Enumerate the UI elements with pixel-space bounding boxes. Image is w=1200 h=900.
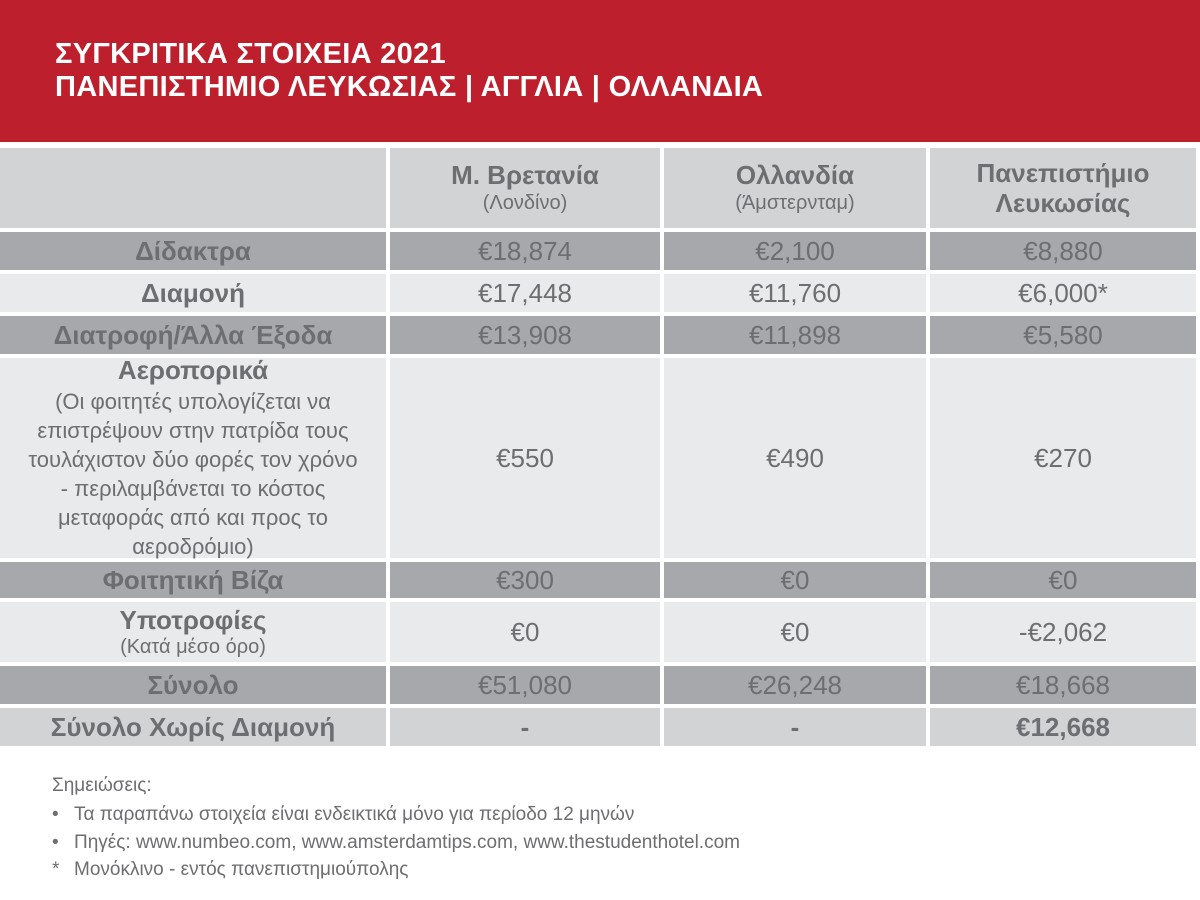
- cell-scholarships-uk: €0: [390, 602, 660, 662]
- footnote-text: Τα παραπάνω στοιχεία είναι ενδεικτικά μό…: [74, 804, 635, 825]
- header-empty-cell: [0, 148, 386, 228]
- cell-visa-unic: €0: [930, 562, 1196, 598]
- cell-food-uk: €13,908: [390, 316, 660, 354]
- cell-accommodation-unic: €6,000*: [930, 274, 1196, 312]
- bullet-icon: •: [52, 831, 59, 853]
- cell-total-wo-accom-nl: -: [664, 708, 926, 746]
- row-label-visa: Φοιτητική Βίζα: [0, 562, 386, 598]
- footnotes: Σημειώσεις: • Τα παραπάνω στοιχεία είναι…: [52, 771, 1200, 884]
- cell-total-nl: €26,248: [664, 666, 926, 704]
- footnote-text: Πηγές: www.numbeo.com, www.amsterdamtips…: [74, 831, 740, 853]
- footnote-item: • Πηγές: www.numbeo.com, www.amsterdamti…: [52, 829, 1200, 857]
- title-banner: ΣΥΓΚΡΙΤΙΚΑ ΣΤΟΙΧΕΙΑ 2021 ΠΑΝΕΠΙΣΤΗΜΙΟ ΛΕ…: [0, 0, 1200, 142]
- column-header-sublabel: (Άμστερνταμ): [735, 192, 855, 214]
- cell-food-nl: €11,898: [664, 316, 926, 354]
- cell-flights-nl: €490: [664, 358, 926, 558]
- footnote-text: Μονόκλινο - εντός πανεπιστημιούπολης: [74, 859, 409, 880]
- column-header-label: Μ. Βρετανία: [451, 160, 599, 190]
- footnote-item: • Τα παραπάνω στοιχεία είναι ενδεικτικά …: [52, 801, 1200, 829]
- row-label-total-without-accommodation: Σύνολο Χωρίς Διαμονή: [0, 708, 386, 746]
- column-header-netherlands: Ολλανδία (Άμστερνταμ): [664, 148, 926, 228]
- bullet-icon: •: [52, 804, 59, 825]
- cell-accommodation-uk: €17,448: [390, 274, 660, 312]
- column-header-sublabel: (Λονδίνο): [482, 192, 568, 214]
- page-title-line1: ΣΥΓΚΡΙΤΙΚΑ ΣΤΟΙΧΕΙΑ 2021: [55, 38, 446, 70]
- cell-total-uk: €51,080: [390, 666, 660, 704]
- cell-total-wo-accom-unic: €12,668: [930, 708, 1196, 746]
- cell-tuition-unic: €8,880: [930, 232, 1196, 270]
- page-title-line2: ΠΑΝΕΠΙΣΤΗΜΙΟ ΛΕΥΚΩΣΙΑΣ | ΑΓΓΛΙΑ | ΟΛΛΑΝΔ…: [55, 71, 764, 103]
- cell-accommodation-nl: €11,760: [664, 274, 926, 312]
- cell-flights-uk: €550: [390, 358, 660, 558]
- row-label-accommodation: Διαμονή: [0, 274, 386, 312]
- row-label-food-expenses: Διατροφή/Άλλα Έξοδα: [0, 316, 386, 354]
- column-header-label: Ολλανδία: [735, 160, 855, 190]
- cell-visa-nl: €0: [664, 562, 926, 598]
- row-label-tuition: Δίδακτρα: [0, 232, 386, 270]
- flights-note: (Οι φοιτητές υπολογίζεται να επιστρέψουν…: [28, 389, 358, 559]
- footnotes-heading: Σημειώσεις:: [52, 775, 152, 796]
- row-label-total: Σύνολο: [0, 666, 386, 704]
- row-label-flights: Αεροπορικά (Οι φοιτητές υπολογίζεται να …: [0, 355, 386, 559]
- cell-flights-unic: €270: [930, 358, 1196, 558]
- cell-tuition-nl: €2,100: [664, 232, 926, 270]
- comparison-table: Μ. Βρετανία (Λονδίνο) Ολλανδία (Άμστερντ…: [0, 148, 1196, 746]
- cell-scholarships-nl: €0: [664, 602, 926, 662]
- footnote-item: * Μονόκλινο - εντός πανεπιστημιούπολης: [52, 856, 1200, 884]
- cell-food-unic: €5,580: [930, 316, 1196, 354]
- column-header-uk: Μ. Βρετανία (Λονδίνο): [390, 148, 660, 228]
- cell-scholarships-unic: -€2,062: [930, 602, 1196, 662]
- asterisk-icon: *: [52, 859, 60, 880]
- cell-visa-uk: €300: [390, 562, 660, 598]
- cell-total-unic: €18,668: [930, 666, 1196, 704]
- scholarships-note: (Κατά μέσο όρο): [120, 635, 266, 658]
- cell-tuition-uk: €18,874: [390, 232, 660, 270]
- cell-total-wo-accom-uk: -: [390, 708, 660, 746]
- row-label-scholarships: Υποτροφίες (Κατά μέσο όρο): [0, 602, 386, 662]
- column-header-label: Πανεπιστήμιο Λευκωσίας: [976, 158, 1150, 218]
- column-header-unic: Πανεπιστήμιο Λευκωσίας: [930, 148, 1196, 228]
